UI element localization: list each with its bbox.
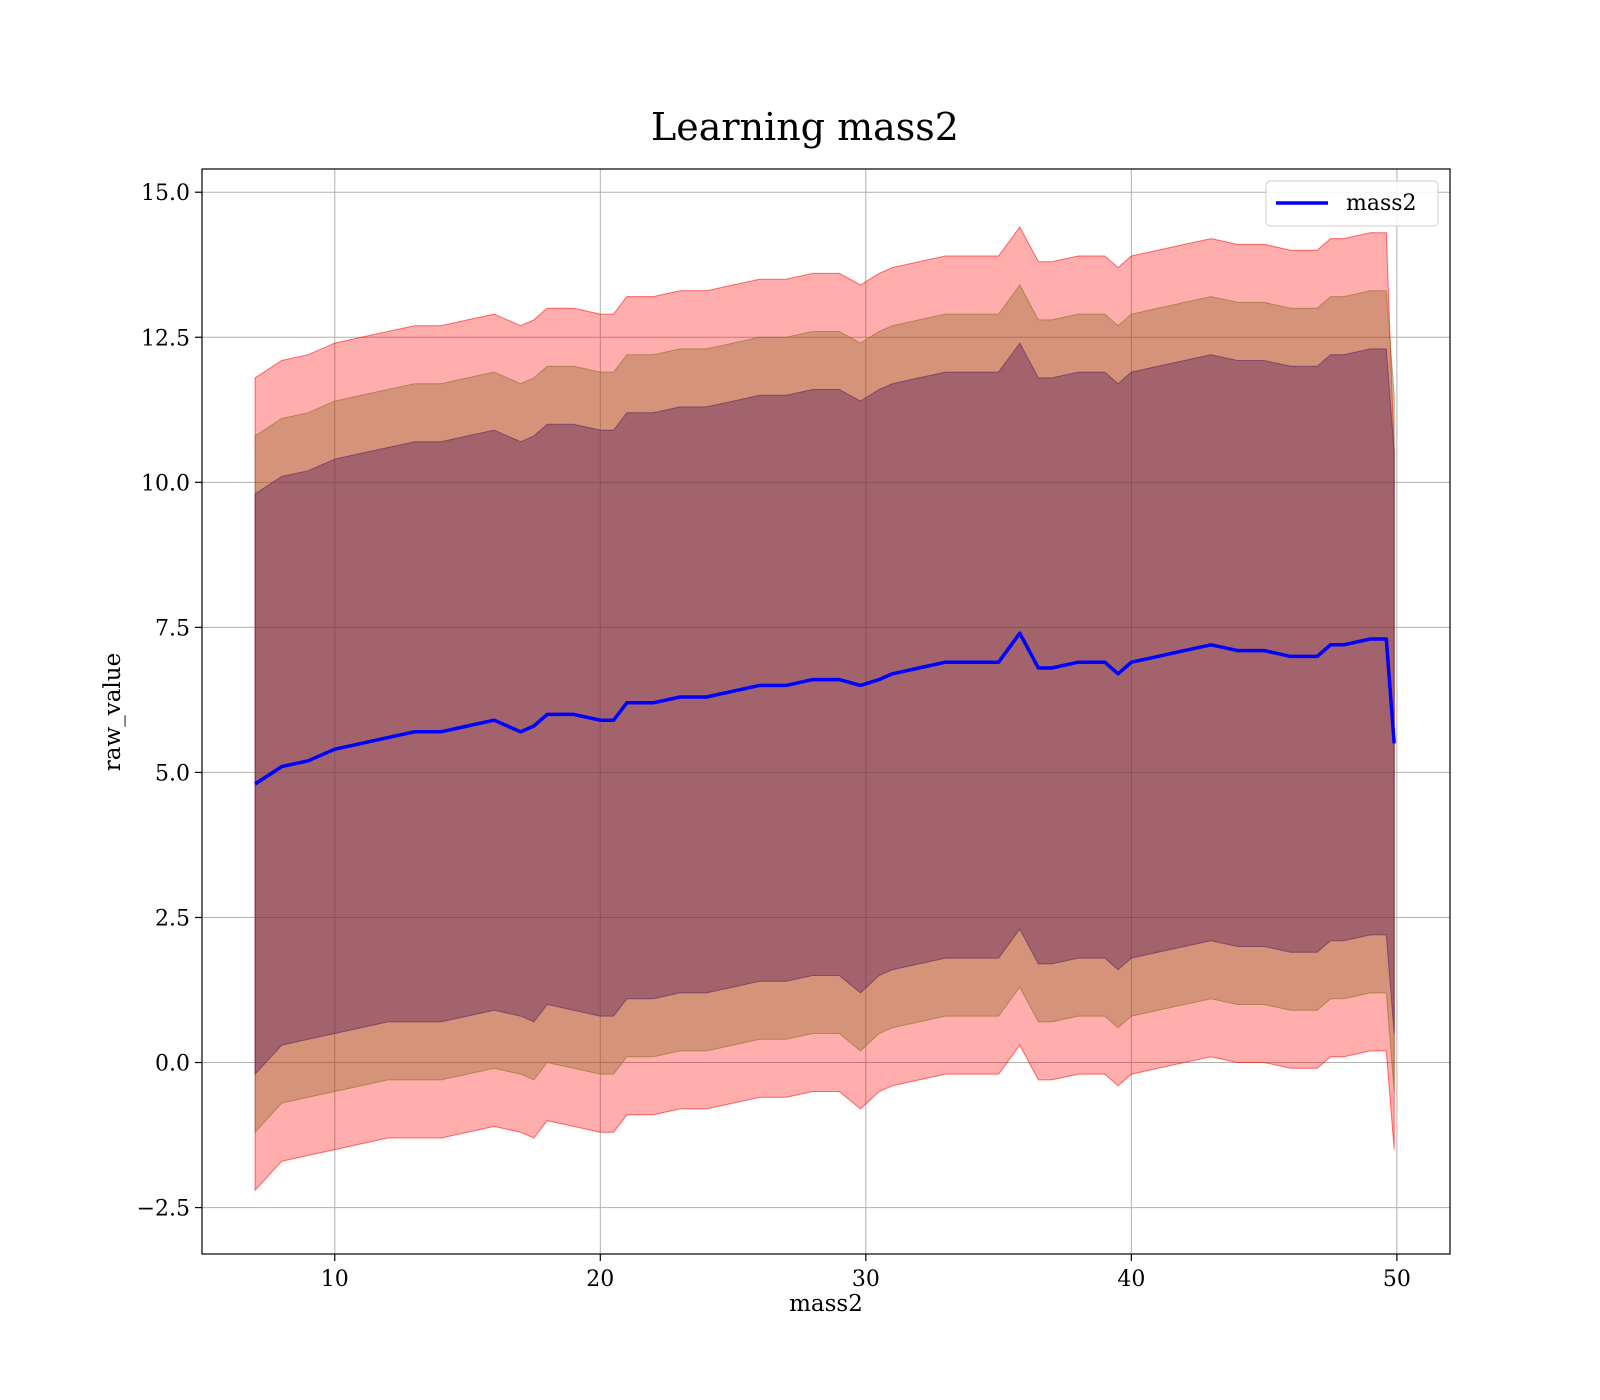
y-tick-label: 0.0	[155, 1052, 190, 1077]
x-tick-label: 50	[1383, 1267, 1411, 1292]
y-tick-label: 10.0	[141, 471, 190, 496]
chart-title: Learning mass2	[651, 105, 959, 149]
x-tick-label: 40	[1117, 1267, 1145, 1292]
x-tick-label: 10	[321, 1267, 349, 1292]
y-tick-label: 5.0	[155, 761, 190, 786]
confidence-band-2	[254, 284, 1395, 1134]
y-axis: −2.5 0.0 2.5 5.0 7.5 10.0 12.5 15.0	[137, 181, 202, 1222]
x-axis-label: mass2	[789, 1291, 863, 1317]
confidence-band-3	[254, 342, 1395, 1076]
legend: mass2	[1265, 180, 1439, 227]
plot-frame	[201, 168, 1451, 1255]
legend-label-mass2: mass2	[1346, 191, 1417, 216]
confidence-band-1	[254, 226, 1395, 1192]
x-axis: 10 20 30 40 50	[321, 1254, 1411, 1292]
y-tick-label: 15.0	[141, 181, 190, 206]
y-axis-label: raw_value	[100, 653, 126, 771]
series-lines	[254, 631, 1396, 786]
grid	[202, 169, 1450, 1254]
y-tick-label: 12.5	[141, 326, 190, 351]
y-tick-label: 7.5	[155, 616, 190, 641]
confidence-bands	[254, 226, 1395, 1192]
y-tick-label: −2.5	[137, 1197, 190, 1222]
x-tick-label: 30	[852, 1267, 880, 1292]
y-tick-label: 2.5	[155, 906, 190, 931]
legend-box	[1265, 180, 1439, 227]
x-tick-label: 20	[586, 1267, 614, 1292]
series-line-mass2	[254, 631, 1396, 786]
